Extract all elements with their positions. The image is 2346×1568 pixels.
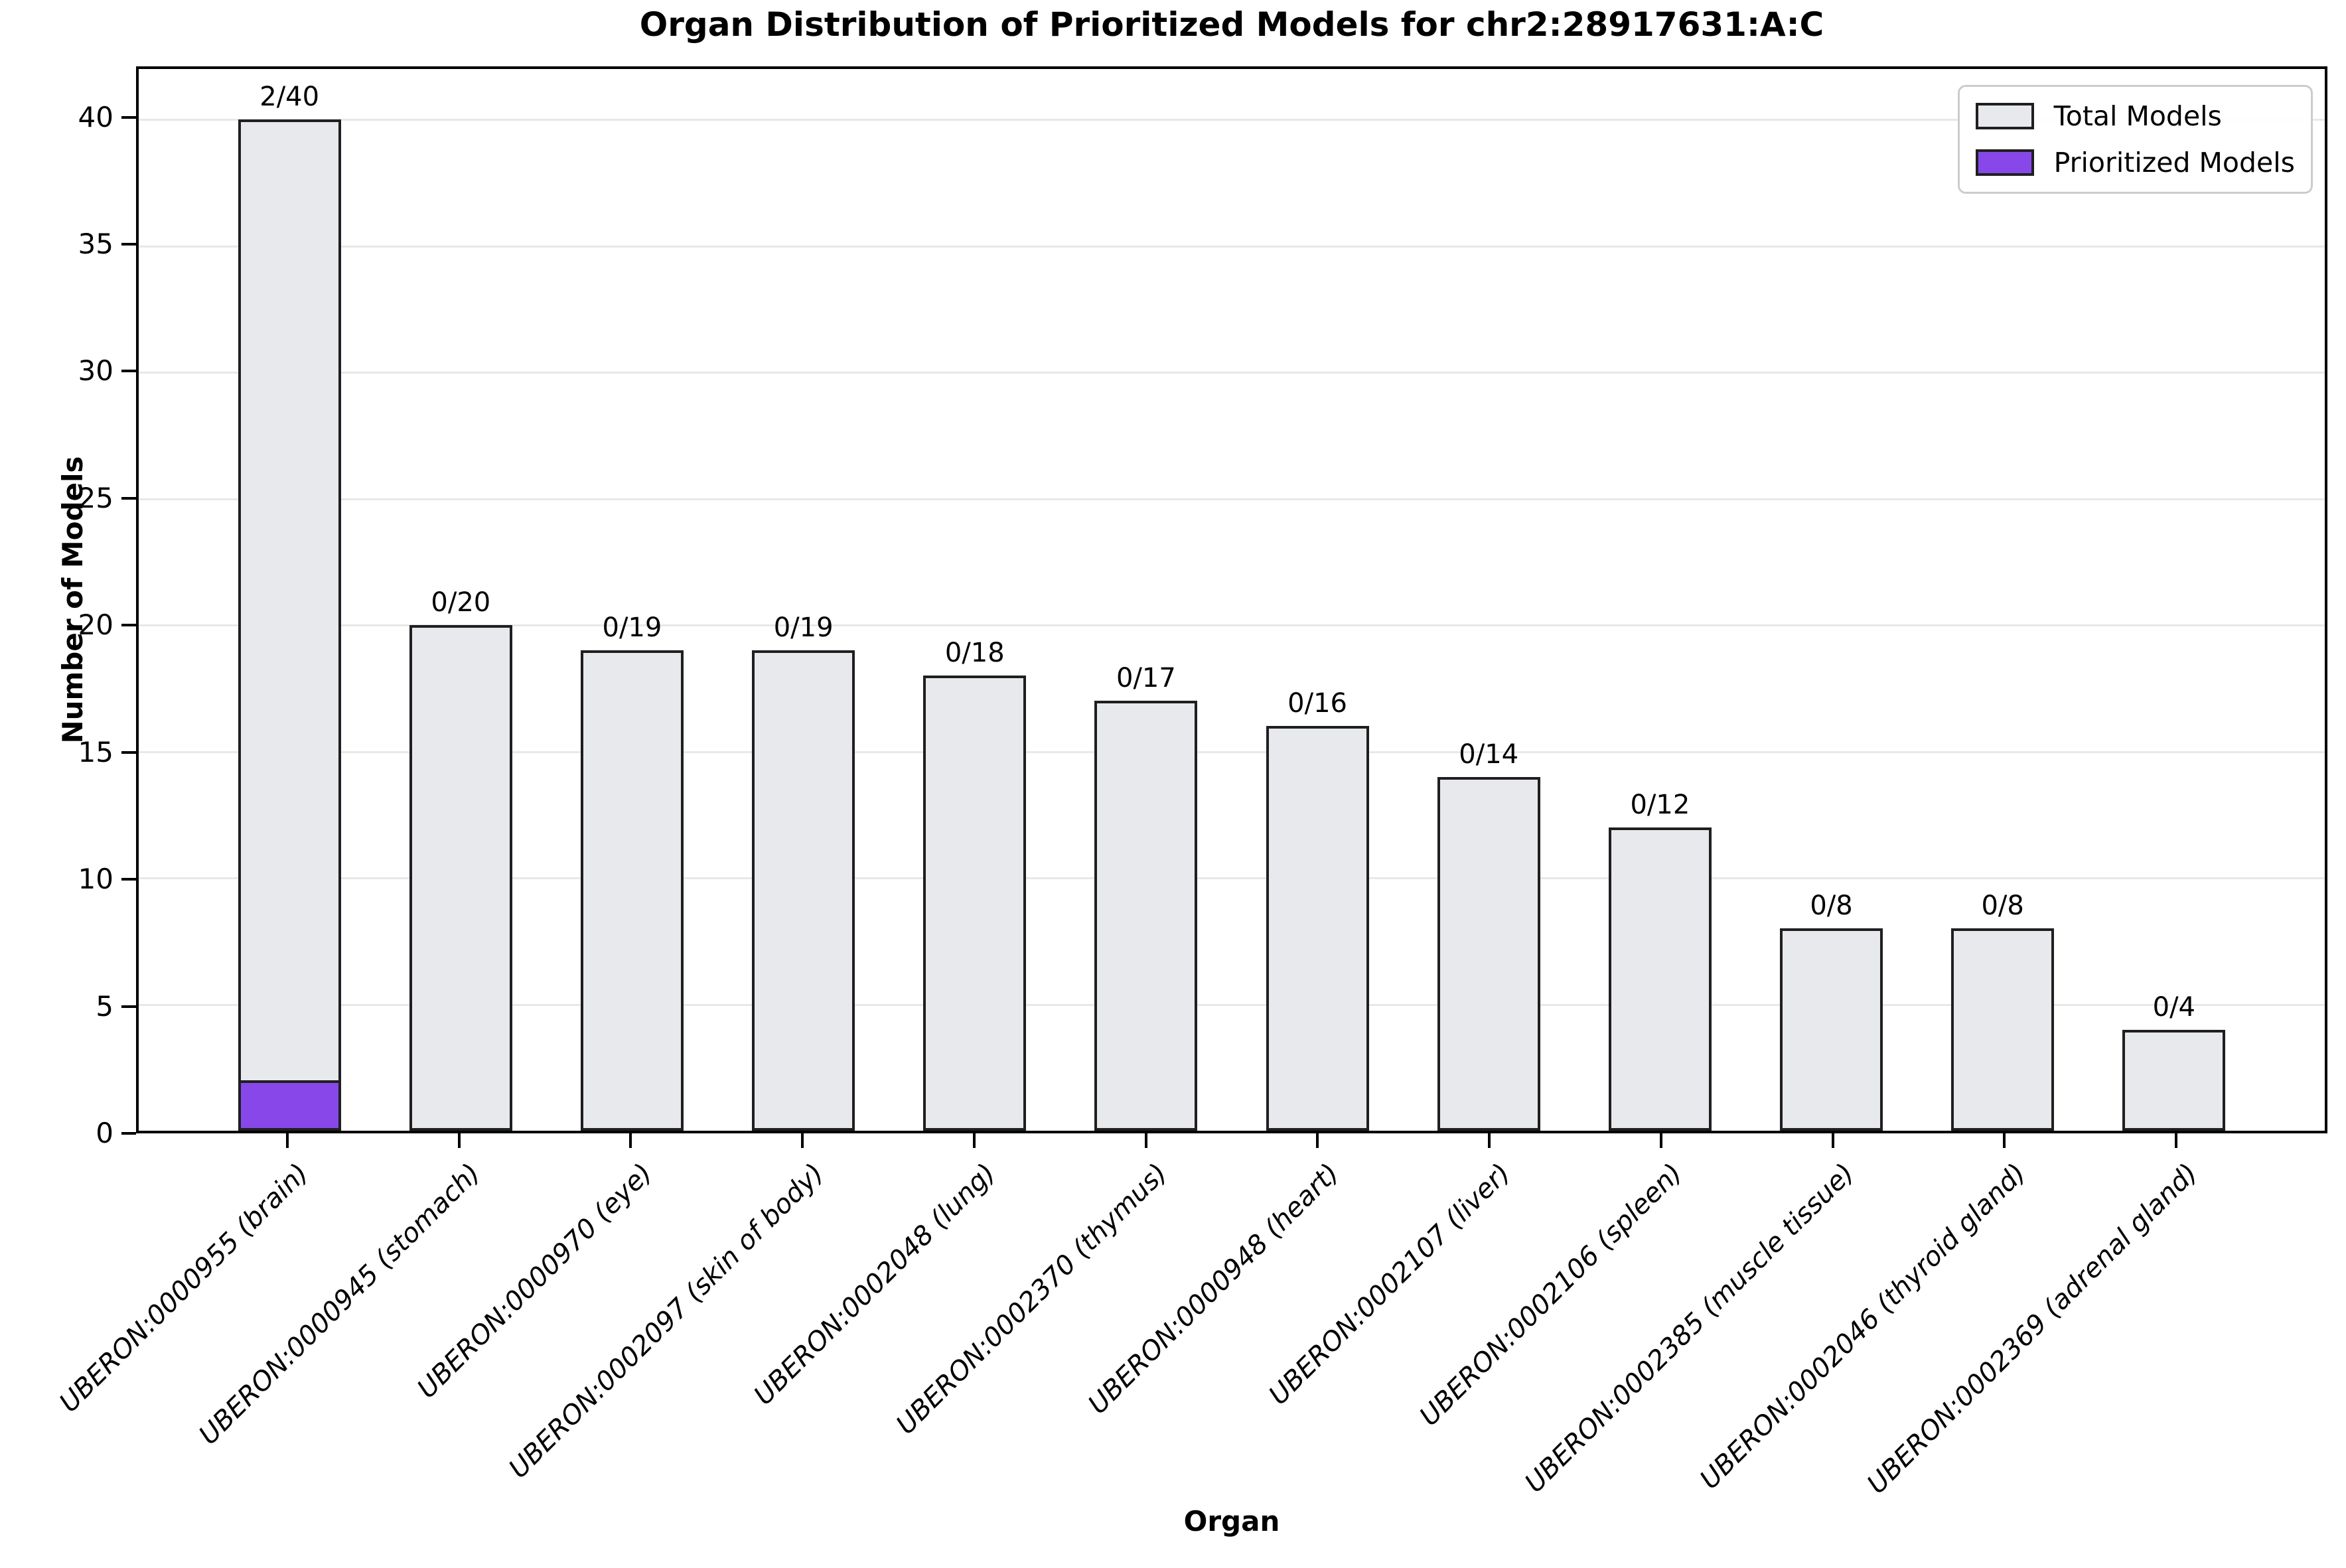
x-tick — [801, 1133, 804, 1148]
legend-swatch-prioritized-models — [1975, 149, 2034, 176]
gridline — [139, 245, 2325, 248]
y-tick-label: 30 — [78, 354, 113, 388]
y-tick — [121, 496, 136, 500]
total-bar — [1608, 827, 1712, 1131]
bar-value-label: 0/17 — [1116, 663, 1176, 694]
x-tick — [1659, 1133, 1662, 1148]
plot-area: 2/40 0/20 0/19 0/19 0/18 0/17 0/16 0/14 0/12 0/8 0… — [136, 66, 2327, 1133]
total-bar — [2122, 1029, 2226, 1131]
legend-label-total-models: Total Models — [2053, 100, 2222, 132]
x-tick-label: UBERON:0002370 (thymus) — [890, 1157, 1173, 1441]
gridline — [139, 750, 2325, 753]
x-tick-label: UBERON:0000945 (stomach) — [193, 1157, 486, 1451]
bar-value-label: 0/19 — [773, 612, 834, 644]
total-bar — [1266, 726, 1369, 1131]
x-tick — [972, 1133, 976, 1148]
y-tick — [121, 370, 136, 373]
total-bar — [1951, 928, 2055, 1131]
bar-value-label: 0/4 — [2152, 991, 2195, 1023]
legend: Total Models Prioritized Models — [1957, 85, 2313, 194]
bar-value-label: 0/12 — [1630, 789, 1690, 820]
x-tick — [1144, 1133, 1147, 1148]
y-tick-label: 25 — [78, 481, 113, 514]
y-tick — [121, 624, 136, 627]
x-tick — [457, 1133, 461, 1148]
x-tick — [1488, 1133, 1491, 1148]
x-tick — [2175, 1133, 2178, 1148]
y-tick — [121, 1132, 136, 1135]
total-bar — [581, 650, 684, 1131]
x-axis-label: Organ — [1183, 1505, 1280, 1537]
total-bar — [1094, 701, 1198, 1131]
y-tick-label: 20 — [78, 608, 113, 642]
bar-value-label: 0/18 — [944, 638, 1005, 669]
legend-row-prioritized: Prioritized Models — [1975, 144, 2295, 181]
y-tick — [121, 878, 136, 881]
total-bar — [1437, 776, 1540, 1131]
gridline — [139, 624, 2325, 627]
total-bar — [409, 625, 512, 1131]
gridline — [139, 498, 2325, 500]
x-tick-label: UBERON:0002097 (skin of body) — [503, 1157, 830, 1484]
y-tick-label: 0 — [96, 1117, 113, 1149]
bar-value-label: 2/40 — [259, 82, 320, 113]
legend-swatch-total-models — [1975, 103, 2034, 129]
gridline — [139, 1003, 2325, 1006]
bar-value-label: 0/14 — [1459, 739, 1519, 770]
total-bar — [923, 676, 1027, 1131]
x-tick — [629, 1133, 632, 1148]
x-tick-label: UBERON:0002046 (thyroid gland) — [1694, 1157, 2032, 1496]
x-tick-label: UBERON:0002385 (muscle tissue) — [1519, 1157, 1860, 1499]
y-tick-label: 5 — [96, 989, 113, 1023]
total-bar — [238, 119, 341, 1131]
gridline — [139, 372, 2325, 374]
bar-value-label: 0/19 — [602, 612, 662, 644]
legend-row-total: Total Models — [1975, 98, 2295, 135]
y-tick — [121, 243, 136, 246]
y-tick-label: 40 — [78, 100, 113, 133]
x-tick-label: UBERON:0002369 (adrenal gland) — [1861, 1157, 2204, 1500]
y-tick-label: 15 — [78, 735, 113, 768]
x-tick — [2003, 1133, 2006, 1148]
x-tick — [285, 1133, 289, 1148]
gridline — [139, 119, 2325, 121]
gridline — [139, 877, 2325, 880]
y-tick — [121, 750, 136, 754]
y-tick-label: 10 — [78, 863, 113, 896]
y-tick — [121, 115, 136, 119]
x-tick — [1831, 1133, 1834, 1148]
bar-value-label: 0/16 — [1287, 688, 1347, 719]
x-tick — [1316, 1133, 1319, 1148]
bar-value-label: 0/20 — [431, 587, 491, 618]
bar-value-label: 0/8 — [1981, 891, 2024, 922]
legend-label-prioritized-models: Prioritized Models — [2053, 147, 2295, 178]
y-tick — [121, 1005, 136, 1008]
y-tick-label: 35 — [78, 228, 113, 260]
total-bar — [752, 650, 855, 1131]
chart-title: Organ Distribution of Prioritized Models… — [639, 5, 1824, 44]
prioritized-bar — [238, 1080, 341, 1131]
bar-value-label: 0/8 — [1810, 891, 1853, 922]
total-bar — [1780, 928, 1883, 1131]
